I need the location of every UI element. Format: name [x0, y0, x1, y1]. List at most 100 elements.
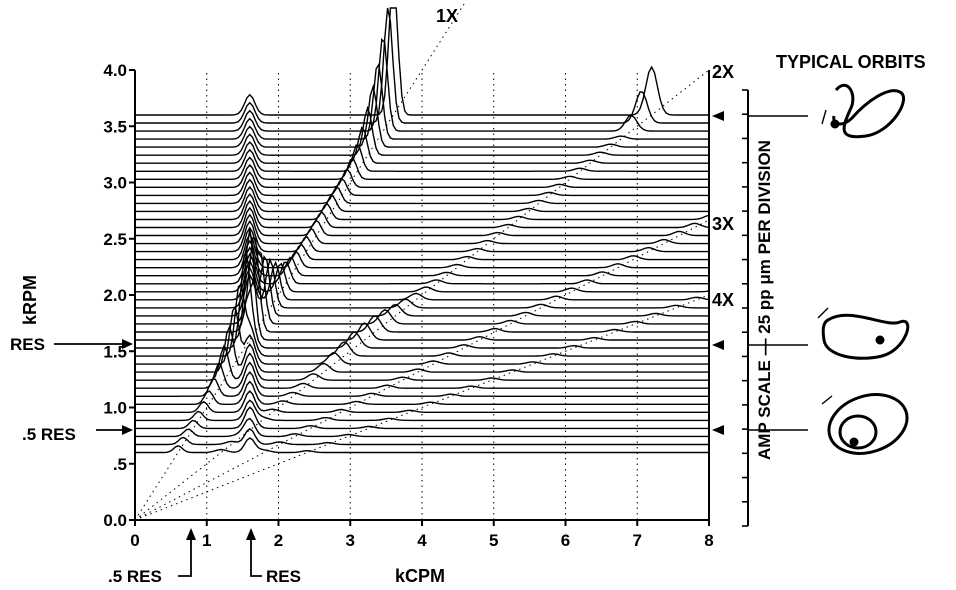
- spectrum-trace: [135, 206, 709, 237]
- orbit-high-speed: [712, 83, 906, 139]
- spectrum-trace: [135, 171, 709, 197]
- half-res-left-arrowhead: [122, 425, 133, 435]
- orbit-res-shape: [821, 313, 910, 360]
- x-tick-label: 2: [274, 531, 283, 550]
- orbit-high-direction-icon: [821, 109, 827, 125]
- orbit-halfres-outer-loop: [827, 393, 909, 455]
- spectrum-trace: [135, 239, 709, 277]
- x-tick-label: 1: [202, 531, 211, 550]
- y-tick-label: 1.5: [103, 342, 127, 361]
- res-left-arrowhead: [122, 339, 133, 349]
- amp-scale-bar: [742, 89, 749, 527]
- spectrum-trace: [135, 185, 709, 213]
- spectrum-trace: [135, 253, 709, 349]
- y-tick-label: 3.0: [103, 174, 127, 193]
- spectrum-trace: [135, 437, 709, 454]
- y-tick-label: 3.5: [103, 117, 127, 136]
- half-res-bottom-arrowhead: [186, 528, 196, 540]
- y-tick-label: 2.5: [103, 230, 127, 249]
- spectrum-trace: [135, 344, 709, 381]
- amp-scale-label: AMP SCALE — 25 pp μm PER DIVISION: [755, 140, 774, 460]
- order-label-2x: 2X: [712, 62, 734, 82]
- orbit-res-arrowhead: [712, 340, 724, 350]
- x-tick-label: 5: [489, 531, 498, 550]
- spectrum-trace: [135, 257, 709, 309]
- spectrum-trace: [135, 370, 709, 397]
- spectrum-trace: [135, 219, 709, 253]
- x-tick-label: 0: [130, 531, 139, 550]
- spectrum-trace: [135, 164, 709, 188]
- spectrum-trace: [135, 105, 709, 156]
- x-tick-label: 6: [561, 531, 570, 550]
- orbit-halfres-inner-loop: [838, 414, 878, 450]
- half-res-bottom-label: .5 RES: [108, 567, 162, 586]
- spectrum-trace: [135, 259, 710, 301]
- spectrum-trace: [135, 249, 709, 325]
- spectrum-trace: [135, 7, 709, 124]
- orbit-res-keyphasor-dot: [875, 335, 885, 345]
- spectrum-trace: [135, 213, 709, 245]
- spectrum-trace: [135, 144, 709, 172]
- half-res-bottom-arrow: [178, 537, 192, 577]
- res-bottom-label: RES: [266, 567, 301, 586]
- spectrum-trace: [135, 246, 709, 285]
- orbit-halfres-direction-icon: [821, 395, 833, 405]
- y-tick-label: 4.0: [103, 61, 127, 80]
- x-tick-label: 3: [346, 531, 355, 550]
- orbit-halfres-arrowhead: [712, 425, 724, 435]
- spectrum-trace: [135, 37, 709, 132]
- orbit-resonance: [712, 307, 910, 360]
- x-tick-label: 8: [704, 531, 713, 550]
- grid-lines: [206, 70, 638, 520]
- orbit-high-arrowhead: [712, 111, 724, 121]
- spectrum-trace: [135, 226, 709, 261]
- spectrum-trace: [135, 199, 710, 229]
- spectrum-trace: [135, 156, 709, 180]
- half-res-left-label: .5 RES: [22, 425, 76, 444]
- spectrum-trace: [135, 178, 709, 205]
- res-bottom-arrowhead: [246, 528, 256, 540]
- spectrum-trace: [135, 252, 710, 293]
- spectrum-trace: [135, 283, 709, 357]
- spectrum-trace: [135, 83, 709, 148]
- spectrum-trace: [135, 192, 710, 221]
- spectrum-trace: [135, 233, 709, 269]
- spectrum-trace: [135, 428, 709, 446]
- y-tick-label: .5: [113, 455, 127, 474]
- spectrum-trace: [135, 390, 709, 413]
- y-axis-label: kRPM: [20, 275, 40, 325]
- orbit-halfres-keyphasor-dot: [849, 437, 859, 447]
- x-axis-label: kCPM: [395, 566, 445, 586]
- x-tick-label: 4: [417, 531, 427, 550]
- res-left-label: RES: [10, 335, 45, 354]
- spectrum-trace: [135, 305, 709, 365]
- spectrum-trace: [135, 324, 709, 373]
- tick-labels: 0 1 2 3 4 5 6 7 8 0.0 .5 1.0 1.5 2.0 2.5 3.0 3.5 4.0: [103, 61, 713, 550]
- x-tick-label: 7: [633, 531, 642, 550]
- spectrum-trace: [135, 254, 709, 317]
- orbit-high-keyphasor-dot: [830, 119, 840, 129]
- spectrum-trace: [135, 237, 709, 333]
- spectrum-trace: [135, 126, 709, 164]
- spectrum-trace: [135, 399, 709, 422]
- order-lines: [134, 2, 710, 521]
- spectrum-trace: [135, 228, 709, 341]
- order-line-2x: [134, 69, 710, 521]
- order-line-4x: [134, 294, 710, 521]
- spectrum-trace: [135, 62, 709, 140]
- spectrum-trace: [135, 380, 709, 405]
- spectrum-trace: [135, 7, 709, 116]
- order-line-1x: [134, 2, 466, 521]
- orbit-high-shape: [832, 83, 906, 139]
- spectrum-traces: [135, 7, 710, 454]
- spectrum-trace: [135, 417, 709, 438]
- res-bottom-arrow: [250, 537, 262, 577]
- y-tick-label: 0.0: [103, 511, 127, 530]
- order-label-1x: 1X: [436, 6, 458, 26]
- orbit-res-direction-icon: [817, 307, 829, 319]
- orbit-half-resonance: [712, 393, 909, 455]
- spectrum-trace: [135, 406, 709, 430]
- y-tick-label: 1.0: [103, 399, 127, 418]
